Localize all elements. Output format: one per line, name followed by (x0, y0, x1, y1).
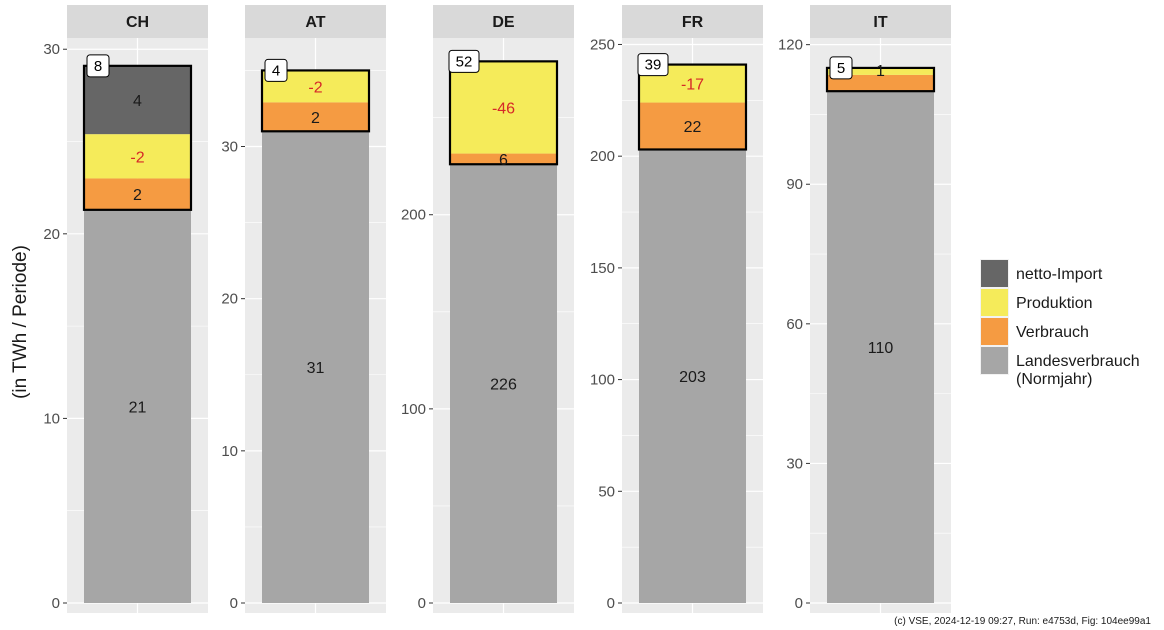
total-badge (264, 58, 288, 82)
legend-label-line2: (Normjahr) (1016, 371, 1092, 388)
facet-strip (67, 5, 208, 38)
y-tick-label: 30 (221, 139, 238, 156)
y-tick-label: 100 (401, 401, 426, 418)
legend-swatch (981, 347, 1008, 374)
y-tick-label: 0 (418, 595, 426, 612)
y-tick-label: 10 (43, 410, 60, 427)
y-tick-label: 30 (43, 41, 60, 58)
data-label: 2 (133, 187, 142, 204)
data-label: 21 (129, 399, 147, 416)
data-label: 203 (679, 369, 706, 386)
total-badge (86, 54, 110, 78)
total-badge-label: 4 (272, 62, 280, 79)
facet-strip (810, 5, 951, 38)
legend-item-verbrauch: Verbrauch (980, 317, 1089, 346)
legend-label: Produktion (1016, 295, 1093, 312)
total-badge (448, 49, 480, 73)
bar-segment-produktion (827, 67, 934, 75)
data-label: 6 (499, 152, 508, 169)
bar-segment-verbrauch (827, 74, 934, 92)
bar-segment-verbrauch (262, 102, 369, 132)
facet-label: FR (682, 14, 704, 31)
total-badge (829, 56, 853, 80)
data-label: 1 (876, 63, 885, 80)
bar-segment-produktion (84, 134, 191, 179)
data-label: 4 (133, 93, 142, 110)
bar-segment-produktion (450, 61, 557, 154)
y-tick-label: 200 (590, 148, 615, 165)
y-tick-label: 200 (401, 207, 426, 224)
facet-label: DE (492, 14, 515, 31)
total-badge-label: 39 (645, 57, 662, 74)
y-tick-label: 10 (221, 443, 238, 460)
facet-strip (433, 5, 574, 38)
facet-strip (245, 5, 386, 38)
y-tick-label: 250 (590, 36, 615, 53)
y-tick-label: 150 (590, 260, 615, 277)
y-tick-label: 90 (786, 176, 803, 193)
legend-item-netto-import: netto-Import (980, 259, 1103, 288)
y-tick-label: 0 (230, 595, 238, 612)
y-tick-label: 0 (607, 595, 615, 612)
panel-ch: CH 0 10 20 30 21 2 -2 4 8 (43, 5, 208, 613)
data-label: 110 (868, 340, 894, 357)
y-tick-label: 30 (786, 455, 803, 472)
data-label: 22 (684, 119, 702, 136)
bar-segment-landesverbrauch (450, 164, 557, 603)
total-badge (637, 53, 669, 77)
facet-label: CH (126, 14, 149, 31)
panel-de: DE 0 100 200 226 6 -46 52 (401, 5, 574, 613)
legend-label: Verbrauch (1016, 324, 1089, 341)
y-tick-label: 60 (786, 316, 803, 333)
legend-label: netto-Import (1016, 266, 1103, 283)
legend: netto-Import Produktion Verbrauch Landesver… (980, 259, 1140, 388)
total-badge-label: 5 (837, 60, 845, 77)
y-tick-label: 100 (590, 372, 615, 389)
data-label: 2 (311, 110, 320, 127)
change-outline (637, 63, 748, 151)
legend-item-produktion: Produktion (980, 288, 1093, 317)
legend-swatch (981, 260, 1008, 287)
caption: (c) VSE, 2024-12-19 09:27, Run: e4753d, … (894, 616, 1151, 627)
facet-panels: CH0102030212-248AT0102030312-24DE0100200… (43, 5, 951, 613)
bar-segment-verbrauch (84, 178, 191, 210)
y-tick-label: 0 (795, 595, 803, 612)
panel-at: AT 0 10 20 30 31 2 -2 4 (221, 5, 386, 613)
change-outline (448, 60, 559, 166)
data-label: 226 (490, 377, 517, 394)
data-label: -46 (492, 100, 515, 117)
facet-strip (622, 5, 763, 38)
legend-swatch (981, 289, 1008, 316)
bar-segment-verbrauch (450, 153, 557, 165)
change-outline (825, 66, 936, 93)
total-badge-label: 52 (456, 53, 473, 70)
y-tick-label: 50 (598, 483, 615, 500)
y-tick-label: 20 (43, 226, 60, 243)
bar-segment-verbrauch (639, 102, 746, 150)
panel-it: IT 0 30 60 90 120 110 1 5 (778, 5, 951, 613)
facet-label: IT (873, 14, 887, 31)
legend-label: Landesverbrauch (1016, 353, 1140, 370)
data-label: 31 (307, 360, 325, 377)
facet-label: AT (305, 14, 325, 31)
bar-segment-landesverbrauch (84, 209, 191, 604)
total-badge-label: 8 (94, 58, 102, 75)
bar-segment-landesverbrauch (262, 131, 369, 603)
legend-item-landesverbrauch: Landesverbrauch(Normjahr) (980, 346, 1140, 388)
data-label: -17 (681, 77, 704, 94)
legend-swatch (981, 318, 1008, 345)
data-label: -2 (130, 149, 144, 166)
bar-segment-landesverbrauch (639, 149, 746, 603)
y-axis-label: (in TWh / Periode) (10, 245, 31, 399)
change-outline (260, 69, 371, 133)
data-label: -2 (308, 79, 322, 96)
panel-fr: FR 0 50 100 150 200 250 203 22 -17 39 (590, 5, 763, 613)
bar-segment-landesverbrauch (827, 91, 934, 603)
y-tick-label: 0 (52, 595, 60, 612)
y-tick-label: 20 (221, 291, 238, 308)
change-outline (82, 64, 193, 211)
y-tick-label: 120 (778, 37, 803, 54)
